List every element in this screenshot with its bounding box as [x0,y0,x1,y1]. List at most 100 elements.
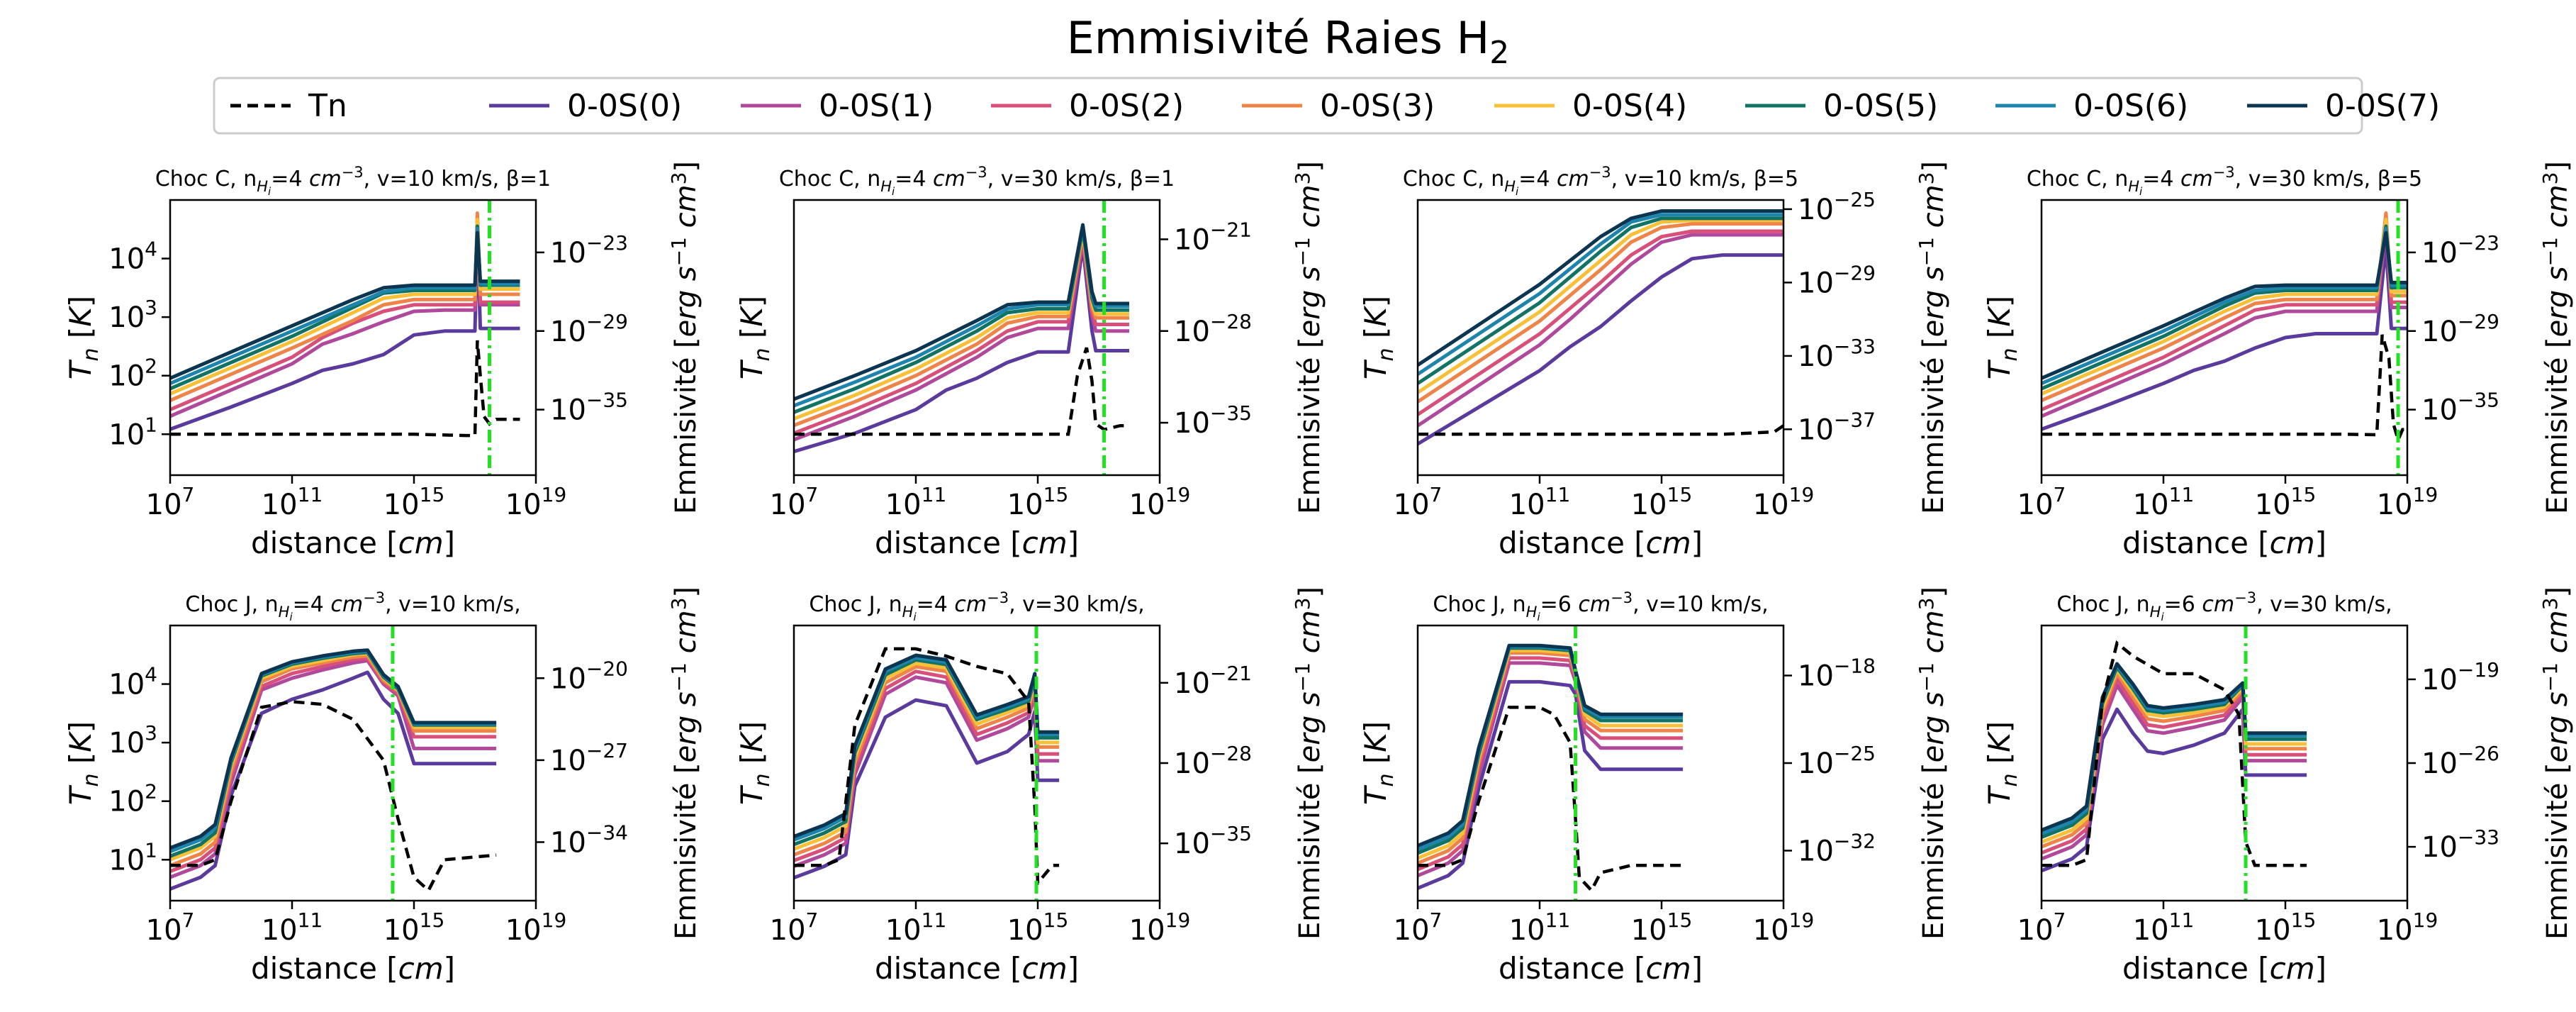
chart-panel: Choc C, nHi=4 cm−3, v=10 km/s, β=5 107 101… [1358,161,1950,560]
panels: Choc C, nHi=4 cm−3, v=10 km/s, β=1 107 101… [63,161,2574,986]
tick-label: 103 [108,296,157,334]
y-axis-label-right: Emmisivité [erg s−1 cm3] [1291,161,1326,514]
series-line-0-0S(7) [794,223,1129,401]
y-axis-label-right: Emmisivité [erg s−1 cm3] [2538,586,2574,940]
series-line-0-0S(5) [2042,224,2407,391]
tick-label: 1015 [1007,483,1069,521]
legend-label: 0-0S(5) [1823,88,1938,124]
plot-frame [793,199,1161,477]
y-axis-label-left: Tn [K] [1358,721,1399,805]
series-line-0-0S(1) [1418,233,1783,428]
tick-label: 107 [770,908,819,947]
series-line-0-0S(2) [170,221,520,411]
panel-title: Choc C, nHi=4 cm−3, v=10 km/s, β=5 [1403,164,1798,198]
tick-label: 107 [770,483,819,521]
figure-title: Emmisivité Raies H2 [1067,12,1510,71]
tick-label: 1019 [2377,908,2438,947]
tick-label: 10−21 [1174,662,1252,700]
y-axis-label-left: Tn [K] [63,721,103,805]
tick-label: 10−20 [550,657,628,695]
tick-label: 1019 [505,483,567,521]
tick-label: 1019 [1129,908,1191,947]
series-line-0-0S(4) [1418,648,1684,860]
tick-label: 1011 [885,483,947,521]
tn-line [170,700,497,894]
tick-label: 10−35 [1174,822,1252,860]
plot-frame [2040,199,2409,477]
plot-frame [1416,624,1785,902]
chart-panel: Choc J, nHi=6 cm−3, v=30 km/s, 107 1011 101… [1982,586,2574,986]
y-axis-label-left: Tn [K] [63,296,103,379]
series-line-0-0S(3) [1418,651,1684,865]
plot-frame [169,624,537,902]
tn-line [1418,706,1684,894]
x-axis-label: distance [cm] [875,526,1079,560]
tick-label: 10−29 [2421,310,2499,348]
series-line-0-0S(2) [1418,229,1783,416]
tick-label: 10−35 [550,389,628,427]
tick-label: 10−26 [2421,742,2499,780]
x-axis-label: distance [cm] [2122,526,2326,560]
legend-label: 0-0S(4) [1572,88,1687,124]
tick-label: 1015 [2255,908,2317,947]
panel-title: Choc C, nHi=4 cm−3, v=30 km/s, β=5 [2027,164,2422,198]
tick-label: 1019 [1753,908,1815,947]
tick-label: 103 [108,721,157,760]
tn-line [2042,334,2407,445]
tick-label: 10−19 [2421,658,2499,696]
series-line-0-0S(7) [794,653,1060,838]
series-line-0-0S(6) [794,655,1060,842]
x-axis-label: distance [cm] [2122,951,2326,986]
y-axis-label-right: Emmisivité [erg s−1 cm3] [1915,586,1950,940]
tick-label: 10−35 [1174,401,1252,440]
chart-panel: Choc J, nHi=6 cm−3, v=10 km/s, 107 1011 101… [1358,586,1950,986]
panel-title: Choc J, nHi=4 cm−3, v=10 km/s, [185,589,520,623]
tn-line [2042,640,2307,867]
tick-label: 101 [108,413,157,451]
chart-panel: Choc C, nHi=4 cm−3, v=10 km/s, β=1 107 101… [63,161,702,560]
legend-label: 0-0S(2) [1069,88,1184,124]
series-line-0-0S(5) [794,658,1060,847]
series-line-0-0S(7) [1418,643,1684,847]
y-axis-label-right: Emmisivité [erg s−1 cm3] [1291,586,1326,940]
plot-frame [169,199,537,477]
tick-label: 10−37 [1798,408,1876,446]
tick-label: 1015 [1631,908,1693,947]
x-axis-label: distance [cm] [1499,951,1703,986]
legend-label: 0-0S(0) [567,88,682,124]
chart-panel: Choc C, nHi=4 cm−3, v=30 km/s, β=5 107 101… [1982,161,2574,560]
tick-label: 1011 [1509,483,1571,521]
tick-label: 10−33 [1798,335,1876,373]
series-line-0-0S(0) [794,244,1129,454]
tick-label: 107 [146,483,195,521]
legend-label: 0-0S(1) [819,88,934,124]
series-line-0-0S(7) [2042,662,2307,832]
series-line-0-0S(0) [1418,253,1783,446]
tn-line [794,347,1129,436]
tick-label: 10−21 [1174,218,1252,256]
series-line-0-0S(3) [1418,222,1783,404]
y-axis-label-right: Emmisivité [erg s−1 cm3] [2538,161,2574,514]
tick-label: 1011 [885,908,947,947]
y-axis-label-left: Tn [K] [1982,721,2022,805]
series-line-0-0S(7) [170,648,497,850]
tick-label: 1011 [2133,908,2195,947]
tick-label: 107 [2017,908,2066,947]
tick-label: 10−27 [550,739,628,777]
tick-label: 10−34 [550,821,628,859]
legend-label: 0-0S(7) [2325,88,2440,124]
tick-label: 1019 [1753,483,1815,521]
plot-frame [1416,199,1785,477]
y-axis-label-left: Tn [K] [1982,296,2022,379]
series-line-0-0S(1) [170,224,520,418]
series-line-0-0S(5) [1418,646,1684,855]
tn-line [1418,424,1783,436]
tick-label: 10−25 [1798,742,1876,780]
tick-label: 104 [108,663,157,701]
y-axis-label-left: Tn [K] [734,296,775,379]
tick-label: 10−18 [1798,655,1876,693]
legend-label: 0-0S(3) [1320,88,1435,124]
tick-label: 1015 [1631,483,1693,521]
series-line-0-0S(0) [1418,679,1684,890]
